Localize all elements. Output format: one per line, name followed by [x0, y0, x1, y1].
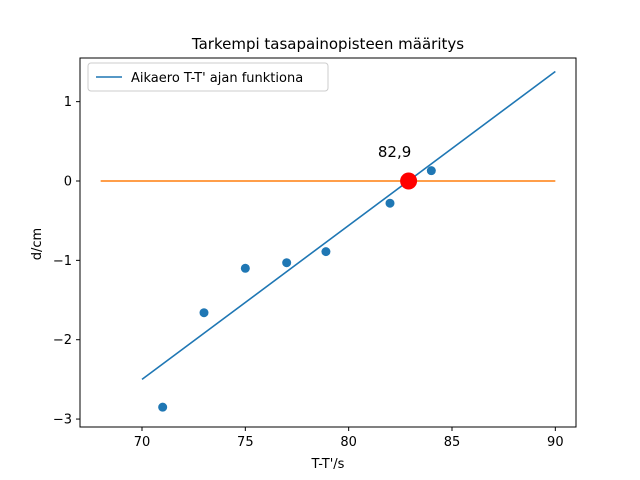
plot-frame: [79, 57, 577, 428]
axes: 70 75 80 85 90 −3 −2 −1 0 1: [53, 57, 577, 450]
data-point: [240, 263, 250, 273]
data-point: [199, 308, 209, 318]
intersection-point: [400, 172, 418, 190]
legend-entry-label: Aikaero T-T' ajan funktiona: [131, 71, 303, 86]
x-tick-label: 75: [237, 435, 254, 450]
data-point: [385, 198, 395, 208]
x-tick-label: 90: [547, 435, 564, 450]
y-axis-label: d/cm: [30, 228, 45, 260]
x-axis-label: T-T'/s: [311, 457, 345, 472]
y-tick-label: −2: [53, 333, 72, 348]
legend-box: [87, 62, 329, 92]
x-tick-label: 70: [134, 435, 151, 450]
data-point: [426, 166, 436, 176]
x-tick-label: 80: [340, 435, 357, 450]
plot-area: 82,9: [100, 70, 556, 412]
y-tick-label: −3: [53, 413, 72, 428]
y-tick-label: 0: [64, 175, 72, 190]
legend: Aikaero T-T' ajan funktiona: [87, 62, 329, 92]
data-point: [321, 247, 331, 257]
data-point: [158, 402, 168, 412]
fit-line: [141, 70, 556, 381]
chart-title: Tarkempi tasapainopisteen määritys: [191, 35, 464, 53]
y-tick-label: 1: [64, 95, 72, 110]
y-tick-label: −1: [53, 254, 72, 269]
data-point: [282, 258, 292, 268]
x-tick-label: 85: [444, 435, 461, 450]
intersection-label: 82,9: [378, 143, 411, 161]
